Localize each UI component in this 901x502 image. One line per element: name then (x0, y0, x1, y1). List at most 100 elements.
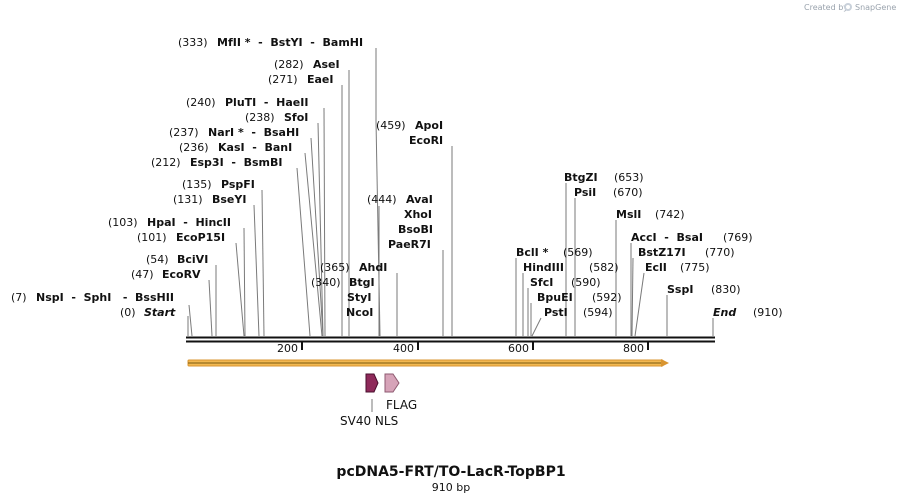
site-name: MfII * - BstYI - BamHI (217, 36, 363, 49)
site-pos: (135) (182, 178, 212, 191)
site-name-ecori: EcoRI (409, 134, 443, 147)
site-pos: (212) (151, 156, 181, 169)
site-pos: (592) (592, 291, 622, 304)
site-name: PluTI - HaeII (225, 96, 308, 109)
site-label-eaei: (271) EaeI (268, 73, 334, 86)
site-pos: (282) (274, 58, 304, 71)
tick-label: 600 (508, 342, 529, 355)
feature-sv40-nls[interactable]: SV40 NLS (340, 373, 398, 428)
site-name: Start (144, 306, 176, 319)
site-label-ecop15i: (101) EcoP15I (137, 231, 225, 244)
site-name: BstZ17I (638, 246, 686, 259)
site-name-bsobi: BsoBI (398, 223, 433, 236)
site-name: EcoRV (162, 268, 201, 281)
feature-flag[interactable]: FLAG (384, 373, 417, 412)
site-name: AhdI (359, 261, 387, 274)
site-label-hindiii: HindIII (582) (523, 261, 619, 274)
site-pos: (101) (137, 231, 167, 244)
site-label-bseyi: (131) BseYI (173, 193, 246, 206)
site-label-hpai: (103) HpaI - HincII (108, 216, 231, 229)
site-pos: (240) (186, 96, 216, 109)
site-pos: (582) (589, 261, 619, 274)
site-name-styi: StyI (347, 291, 371, 304)
watermark-prefix: Created by (804, 3, 848, 12)
page-title: pcDNA5-FRT/TO-LacR-TopBP1 (336, 464, 565, 480)
site-pos: (237) (169, 126, 199, 139)
feature-label: SV40 NLS (340, 414, 398, 428)
site-label-kasi: (236) KasI - BanI (179, 141, 292, 154)
site-pos: (340) (311, 276, 341, 289)
site-name: SfcI (530, 276, 553, 289)
site-name: KasI - BanI (218, 141, 292, 154)
site-pos: (0) (120, 306, 136, 319)
site-label-bpuei: BpuEI (592) (537, 291, 622, 304)
site-name: EcoP15I (176, 231, 225, 244)
site-name: BtgZI (564, 171, 598, 184)
site-name-apoi: ApoI (415, 119, 443, 132)
site-name: MslI (616, 208, 641, 221)
site-name: BseYI (212, 193, 246, 206)
site-pos: (769) (723, 231, 753, 244)
site-name: AseI (313, 58, 340, 71)
orf-arrow (187, 359, 669, 367)
site-name: BclI * (516, 246, 549, 259)
site-pos: (770) (705, 246, 735, 259)
site-pos: (569) (563, 246, 593, 259)
site-name: AccI - BsaI (631, 231, 703, 244)
site-pos: (653) (614, 171, 644, 184)
site-name: BciVI (177, 253, 208, 266)
site-label-bcivi: (54) BciVI (146, 253, 208, 266)
sequence-backbone (186, 336, 715, 343)
site-name: End (713, 306, 736, 319)
site-pos: (54) (146, 253, 169, 266)
site-name: HindIII (523, 261, 564, 274)
tick-800: 800 (623, 342, 649, 355)
site-name-ncoi: NcoI (346, 306, 373, 319)
site-label-apoi: (459) ApoI EcoRI (376, 119, 443, 147)
site-pos: (910) (753, 306, 783, 319)
site-label-sspi: SspI (830) (667, 283, 741, 296)
site-label-ahdi: (365) AhdI (320, 261, 387, 274)
site-pos: (444) (367, 193, 397, 206)
site-pos: (590) (571, 276, 601, 289)
site-pos: (131) (173, 193, 203, 206)
site-label-acci: AccI - BsaI (769) (631, 231, 753, 244)
site-pos: (271) (268, 73, 298, 86)
site-label-bstz17i: BstZ17I (770) (638, 246, 735, 259)
site-name: NspI - SphI - BssHII (36, 291, 174, 304)
site-pos: (238) (245, 111, 275, 124)
site-label-pluti: (240) PluTI - HaeII (186, 96, 308, 109)
site-name: PstI (544, 306, 568, 319)
site-pos: (103) (108, 216, 138, 229)
site-name: BpuEI (537, 291, 573, 304)
tick-600: 600 (508, 342, 534, 355)
site-label-msli: MslI (742) (616, 208, 685, 221)
site-label-psii: PsiI (670) (574, 186, 643, 199)
site-name-xhoi: XhoI (404, 208, 432, 221)
site-labels: (0) Start (7) NspI - SphI - BssHII (47) … (11, 36, 783, 319)
site-name: EclI (645, 261, 667, 274)
site-label-sfci: SfcI (590) (530, 276, 601, 289)
site-pos: (333) (178, 36, 208, 49)
site-pos: (742) (655, 208, 685, 221)
sequence-length: 910 bp (432, 481, 470, 494)
site-label-sfoi: (238) SfoI (245, 111, 308, 124)
site-pos: (459) (376, 119, 406, 132)
site-label-esp3i: (212) Esp3I - BsmBI (151, 156, 282, 169)
tick-label: 400 (393, 342, 414, 355)
site-name: Esp3I - BsmBI (190, 156, 282, 169)
feature-label: FLAG (386, 398, 417, 412)
site-label-bcli: BclI * (569) (516, 246, 593, 259)
site-name: PsiI (574, 186, 596, 199)
tick-label: 800 (623, 342, 644, 355)
watermark-brand: SnapGene (855, 3, 896, 12)
site-name: NarI * - BsaHI (208, 126, 299, 139)
scale-ticks: 200 400 600 800 (277, 342, 649, 355)
site-name-avai: AvaI (406, 193, 433, 206)
site-name: HpaI - HincII (147, 216, 231, 229)
site-label-nari: (237) NarI * - BsaHI (169, 126, 299, 139)
site-label-mfii: (333) MfII * - BstYI - BamHI (178, 36, 363, 49)
site-name-paer7i: PaeR7I (388, 238, 431, 251)
site-name: SfoI (284, 111, 308, 124)
